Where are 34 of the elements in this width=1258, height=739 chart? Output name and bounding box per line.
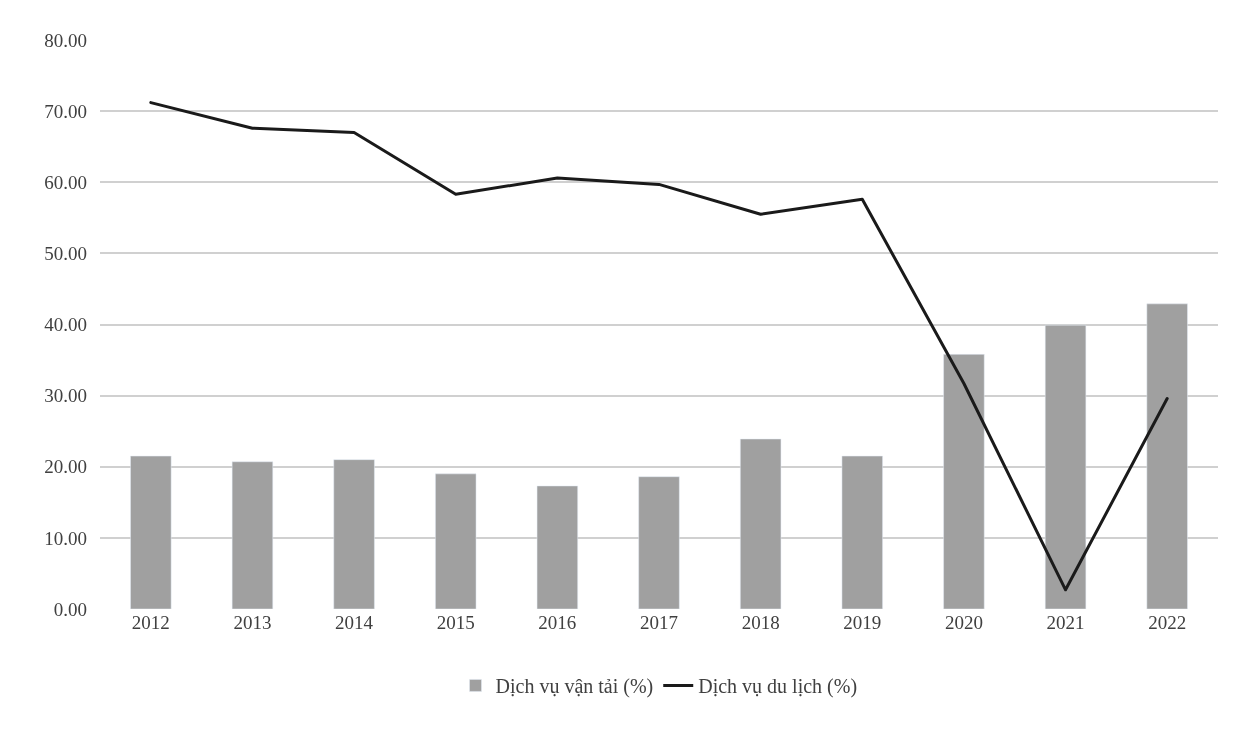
bar [943,354,985,609]
y-tick-label: 10.00 [44,527,87,549]
x-tick-label: 2016 [538,612,577,633]
line-series [149,101,1169,592]
y-tick-label: 50.00 [44,243,87,265]
x-tick-label: 2022 [1148,612,1187,633]
bar [130,455,172,609]
bar [841,455,883,609]
y-tick-label: 20.00 [44,456,87,478]
y-tick-label: 40.00 [44,314,87,336]
bar [435,473,477,609]
x-tick-label: 2015 [436,612,475,633]
x-tick-label: 2013 [233,612,272,633]
x-tick-label: 2020 [944,612,983,633]
y-tick-label: 0.00 [53,598,87,620]
legend-label: Dịch vụ du lịch (%) [698,675,858,699]
bar [333,459,375,609]
y-tick-label: 70.00 [44,100,87,122]
x-tick-label: 2021 [1046,612,1085,633]
legend-label: Dịch vụ vận tải (%) [495,675,654,699]
x-tick-label: 2014 [335,612,374,633]
bar [740,438,782,609]
bar [1044,324,1087,609]
bar [231,461,274,609]
bar [1146,303,1188,609]
x-tick-label: 2012 [131,612,170,633]
bar [638,476,680,609]
bar [536,485,578,609]
x-tick-label: 2018 [741,612,780,633]
x-tick-label: 2017 [640,612,678,633]
y-tick-label: 30.00 [44,385,87,407]
y-tick-label: 80.00 [44,29,87,51]
x-tick-label: 2019 [843,612,882,633]
y-tick-label: 60.00 [44,171,87,193]
